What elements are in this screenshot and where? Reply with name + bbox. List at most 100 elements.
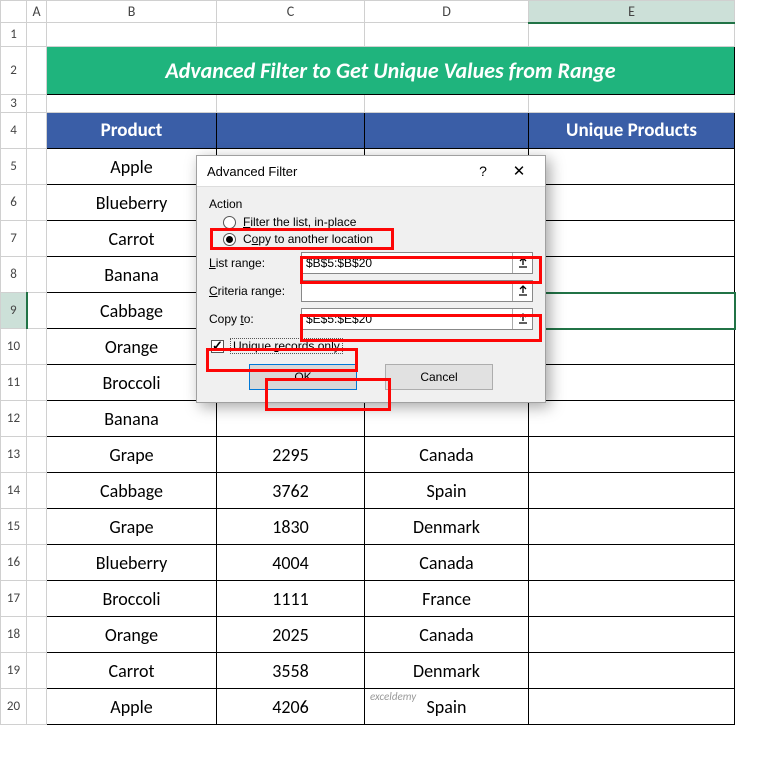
cell-b20[interactable]: Apple [47, 689, 217, 725]
cell-d18[interactable]: Canada [365, 617, 529, 653]
cell-b14[interactable]: Cabbage [47, 473, 217, 509]
cell-e11[interactable] [529, 365, 735, 401]
col-header-b[interactable]: B [47, 1, 217, 23]
row-header-10[interactable]: 10 [1, 329, 27, 365]
cell-e16[interactable] [529, 545, 735, 581]
cell-c17[interactable]: 1111 [217, 581, 365, 617]
copy-to-input[interactable] [302, 312, 512, 326]
cell-d14[interactable]: Spain [365, 473, 529, 509]
range-picker-button[interactable] [512, 253, 532, 273]
cell-b10[interactable]: Orange [47, 329, 217, 365]
row-header-8[interactable]: 8 [1, 257, 27, 293]
cell-e20[interactable] [529, 689, 735, 725]
cell-b5[interactable]: Apple [47, 149, 217, 185]
close-button[interactable]: ✕ [499, 162, 539, 180]
cell-d13[interactable]: Canada [365, 437, 529, 473]
radio-copy-label: Copy to another location [243, 232, 373, 246]
cell-b18[interactable]: Orange [47, 617, 217, 653]
radio-filter-inplace[interactable]: Filter the list, in-place [223, 215, 533, 229]
col-header-d[interactable]: D [365, 1, 529, 23]
cell-e5[interactable] [529, 149, 735, 185]
cell-e19[interactable] [529, 653, 735, 689]
cell-d17[interactable]: France [365, 581, 529, 617]
criteria-range-label: Criteria range: [209, 284, 301, 298]
col-header-e[interactable]: E [529, 1, 735, 23]
row-header-17[interactable]: 17 [1, 581, 27, 617]
row-header-5[interactable]: 5 [1, 149, 27, 185]
cell-b16[interactable]: Blueberry [47, 545, 217, 581]
unique-records-checkbox[interactable]: Unique records only [211, 338, 533, 354]
cell-c13[interactable]: 2295 [217, 437, 365, 473]
advanced-filter-dialog: Advanced Filter ? ✕ Action Filter the li… [196, 155, 546, 403]
cell-b6[interactable]: Blueberry [47, 185, 217, 221]
copy-to-input-wrap [301, 308, 533, 330]
col-header-a[interactable]: A [27, 1, 47, 23]
select-all-corner[interactable] [1, 1, 27, 23]
cell-d12[interactable] [365, 401, 529, 437]
copy-to-label: Copy to: [209, 312, 301, 326]
cell-b15[interactable]: Grape [47, 509, 217, 545]
cell-e9-selected[interactable] [529, 293, 735, 329]
cell-b12[interactable]: Banana [47, 401, 217, 437]
row-header-2[interactable]: 2 [1, 47, 27, 95]
cell-e13[interactable] [529, 437, 735, 473]
cell-c20[interactable]: 4206 [217, 689, 365, 725]
row-header-6[interactable]: 6 [1, 185, 27, 221]
row-header-1[interactable]: 1 [1, 23, 27, 47]
cell-e10[interactable] [529, 329, 735, 365]
row-header-14[interactable]: 14 [1, 473, 27, 509]
cell-b19[interactable]: Carrot [47, 653, 217, 689]
row-header-9[interactable]: 9 [1, 293, 27, 329]
cell-d15[interactable]: Denmark [365, 509, 529, 545]
cell-e6[interactable] [529, 185, 735, 221]
row-header-3[interactable]: 3 [1, 95, 27, 113]
cell-c12[interactable] [217, 401, 365, 437]
cell-c16[interactable]: 4004 [217, 545, 365, 581]
ok-button[interactable]: OK [249, 364, 357, 390]
cell-b7[interactable]: Carrot [47, 221, 217, 257]
cell-d16[interactable]: Canada [365, 545, 529, 581]
cell-e17[interactable] [529, 581, 735, 617]
row-header-12[interactable]: 12 [1, 401, 27, 437]
sheet-title: Advanced Filter to Get Unique Values fro… [47, 47, 735, 95]
cell-e18[interactable] [529, 617, 735, 653]
cell-c15[interactable]: 1830 [217, 509, 365, 545]
row-header-7[interactable]: 7 [1, 221, 27, 257]
row-header-20[interactable]: 20 [1, 689, 27, 725]
row-header-19[interactable]: 19 [1, 653, 27, 689]
cell-e15[interactable] [529, 509, 735, 545]
col-header-c[interactable]: C [217, 1, 365, 23]
row-header-18[interactable]: 18 [1, 617, 27, 653]
help-button[interactable]: ? [467, 163, 499, 179]
row-header-11[interactable]: 11 [1, 365, 27, 401]
list-range-input-wrap [301, 252, 533, 274]
cell-e14[interactable] [529, 473, 735, 509]
cancel-button[interactable]: Cancel [385, 364, 493, 390]
cell-b9[interactable]: Cabbage [47, 293, 217, 329]
range-picker-button[interactable] [512, 309, 532, 329]
cell-d20[interactable]: Spain [365, 689, 529, 725]
action-group-label: Action [209, 197, 533, 211]
cell-e7[interactable] [529, 221, 735, 257]
radio-copy-location[interactable]: Copy to another location [223, 232, 533, 246]
cell-b13[interactable]: Grape [47, 437, 217, 473]
row-header-13[interactable]: 13 [1, 437, 27, 473]
cell-b17[interactable]: Broccoli [47, 581, 217, 617]
cell-c19[interactable]: 3558 [217, 653, 365, 689]
row-header-4[interactable]: 4 [1, 113, 27, 149]
dialog-titlebar[interactable]: Advanced Filter ? ✕ [197, 156, 545, 187]
list-range-input[interactable] [302, 256, 512, 270]
cell-e12[interactable] [529, 401, 735, 437]
cell-c14[interactable]: 3762 [217, 473, 365, 509]
cell-c18[interactable]: 2025 [217, 617, 365, 653]
range-picker-button[interactable] [512, 281, 532, 301]
criteria-range-input[interactable] [302, 284, 512, 298]
row-header-16[interactable]: 16 [1, 545, 27, 581]
cell-b8[interactable]: Banana [47, 257, 217, 293]
row-header-15[interactable]: 15 [1, 509, 27, 545]
dialog-title: Advanced Filter [207, 164, 467, 179]
header-d [365, 113, 529, 149]
cell-e8[interactable] [529, 257, 735, 293]
cell-b11[interactable]: Broccoli [47, 365, 217, 401]
cell-d19[interactable]: Denmark [365, 653, 529, 689]
